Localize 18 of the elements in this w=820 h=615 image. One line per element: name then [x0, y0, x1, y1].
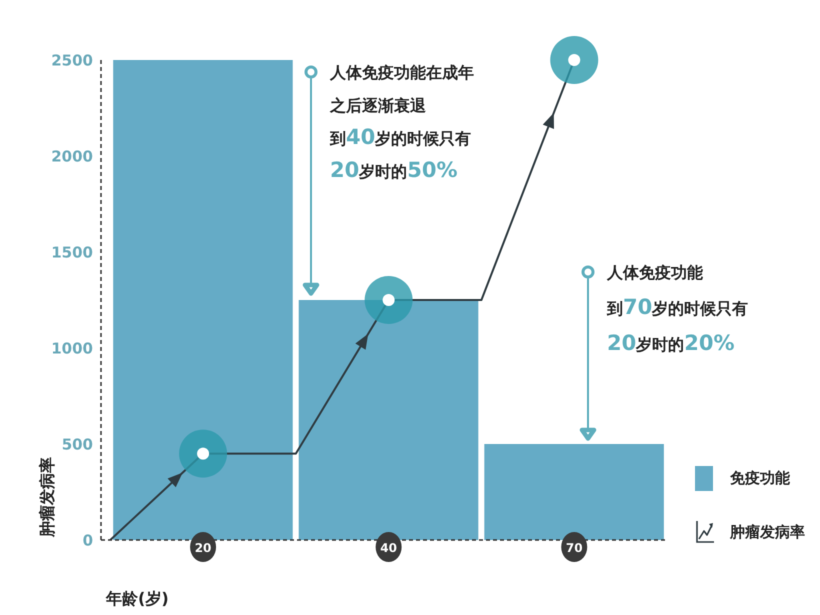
bar: [484, 444, 664, 540]
legend-label: 免疫功能: [730, 468, 790, 488]
x-tick-label: 40: [380, 541, 397, 555]
text: 人体免疫功能到70岁的时候只有20岁时的20%: [607, 263, 748, 355]
y-tick-label: 1500: [51, 243, 93, 262]
x-tick-label: 20: [194, 541, 212, 555]
x-tick-label: 70: [566, 541, 583, 555]
x-axis-title: 年龄(岁): [105, 589, 169, 608]
y-axis-title: 肿瘤发病率: [37, 457, 56, 538]
bar: [298, 300, 478, 540]
annotation: 人体免疫功能在成年之后逐渐衰退到40岁的时候只有20岁时的50%: [329, 63, 474, 182]
y-tick-label: 500: [62, 435, 93, 454]
legend-label: 肿瘤发病率: [730, 522, 805, 542]
y-tick-label: 1000: [51, 339, 93, 358]
y-tick-label: 2000: [51, 147, 93, 166]
y-tick-label: 0: [82, 531, 93, 550]
y-tick-label: 2500: [51, 51, 93, 70]
bar: [113, 60, 293, 540]
